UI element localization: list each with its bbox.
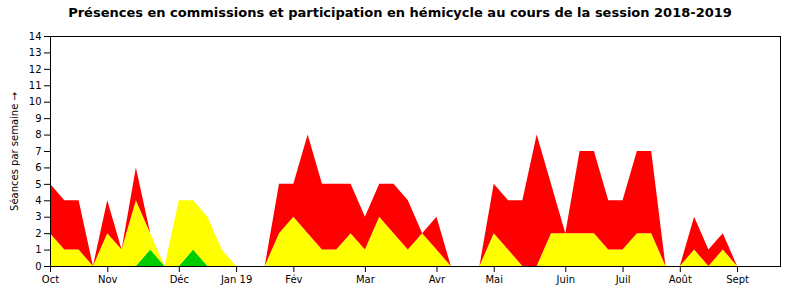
svg-text:Juil: Juil: [615, 274, 631, 285]
svg-text:Juin: Juin: [556, 274, 575, 285]
svg-text:10: 10: [29, 96, 42, 107]
svg-text:Nov: Nov: [98, 274, 118, 285]
html-text:Présences en commissions et pa: Présences en commissions et participatio…: [68, 5, 732, 20]
svg-text:Oct: Oct: [42, 274, 59, 285]
svg-text:9: 9: [35, 113, 41, 124]
svg-text:4: 4: [35, 195, 41, 206]
svg-text:Déc: Déc: [170, 274, 189, 285]
svg-text:6: 6: [35, 162, 41, 173]
svg-text:Jan 19: Jan 19: [220, 274, 252, 285]
svg-text:Avr: Avr: [429, 274, 446, 285]
svg-text:12: 12: [29, 64, 42, 75]
svg-text:13: 13: [29, 47, 42, 58]
svg-text:Mar: Mar: [356, 274, 376, 285]
svg-text:Sept: Sept: [726, 274, 749, 285]
svg-text:0: 0: [35, 261, 41, 272]
svg-text:5: 5: [35, 179, 41, 190]
svg-text:Séances par semaine →: Séances par semaine →: [9, 92, 20, 211]
svg-text:14: 14: [29, 31, 42, 42]
svg-text:1: 1: [35, 244, 41, 255]
svg-text:8: 8: [35, 129, 41, 140]
svg-text:Août: Août: [669, 274, 692, 285]
svg-text:Mai: Mai: [485, 274, 503, 285]
svg-text:2: 2: [35, 228, 41, 239]
svg-text:3: 3: [35, 211, 41, 222]
svg-text:Fév: Fév: [285, 274, 302, 285]
svg-text:11: 11: [29, 80, 42, 91]
svg-text:7: 7: [35, 146, 41, 157]
